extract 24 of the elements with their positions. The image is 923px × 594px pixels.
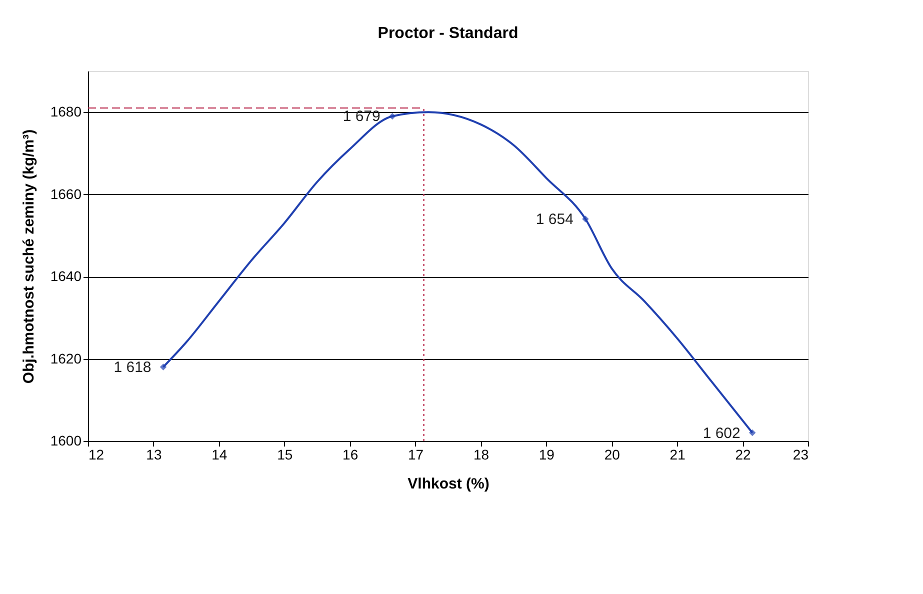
x-tick-label: 15 bbox=[277, 446, 293, 462]
data-label: 1 654 bbox=[536, 211, 574, 228]
chart-title: Proctor - Standard bbox=[378, 25, 518, 42]
x-tick-label: 22 bbox=[735, 446, 752, 462]
y-tick-label: 1660 bbox=[50, 186, 82, 202]
x-tick-label: 13 bbox=[146, 446, 162, 462]
data-label: 1 618 bbox=[114, 359, 152, 376]
x-tick-label: 14 bbox=[212, 446, 228, 462]
y-tick-label: 1620 bbox=[50, 350, 82, 366]
x-tick-label: 19 bbox=[538, 446, 555, 462]
x-tick-label: 20 bbox=[604, 446, 620, 462]
y-tick-label: 1600 bbox=[50, 432, 82, 448]
x-tick-label: 16 bbox=[342, 446, 358, 462]
x-tick-label: 17 bbox=[408, 446, 424, 462]
x-axis-title: Vlhkost (%) bbox=[408, 476, 490, 492]
y-tick-label: 1640 bbox=[50, 268, 82, 284]
x-tick-label: 12 bbox=[88, 446, 104, 462]
data-label: 1 602 bbox=[702, 424, 740, 442]
y-tick-label: 1680 bbox=[50, 104, 82, 120]
x-tick-label: 23 bbox=[792, 446, 809, 462]
data-label: 1 679 bbox=[342, 108, 380, 126]
x-tick-label: 21 bbox=[670, 446, 686, 462]
x-tick-label: 18 bbox=[473, 446, 490, 462]
y-axis-title: Obj.hmotnost suché zeminy (kg/m³) bbox=[20, 129, 38, 384]
